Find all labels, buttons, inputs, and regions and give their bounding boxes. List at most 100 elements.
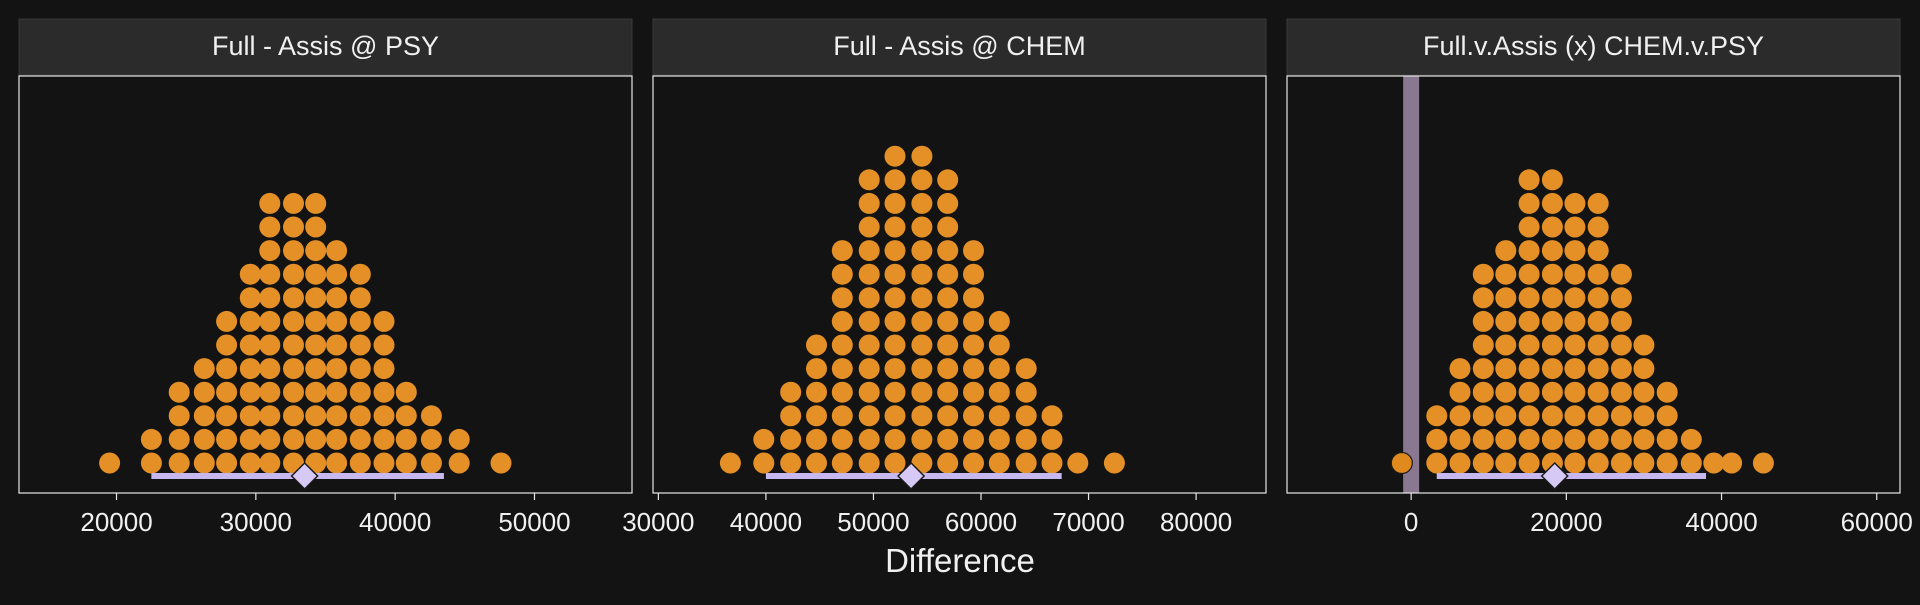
data-dot	[168, 381, 190, 403]
data-dot	[937, 169, 959, 191]
data-dot	[259, 334, 281, 356]
data-dot	[963, 381, 984, 403]
data-dot	[420, 428, 442, 450]
facet-panel: Full - Assis @ CHEM 30000 40000 50000 60000 7…	[622, 18, 1267, 537]
data-dot	[1449, 405, 1471, 427]
data-dot	[988, 334, 1010, 356]
data-dot	[349, 263, 371, 285]
x-tick-label: 50000	[498, 507, 570, 537]
data-dot	[1518, 240, 1540, 262]
data-dot	[831, 405, 853, 427]
data-dot	[1541, 240, 1563, 262]
data-dot	[831, 334, 853, 356]
data-dot	[911, 358, 933, 380]
data-dot	[858, 240, 880, 262]
x-tick-label: 60000	[1841, 507, 1913, 537]
data-dot	[1564, 310, 1586, 332]
facet-panel: Full.v.Assis (x) CHEM.v.PSY 0 20000 40000 60…	[1286, 18, 1913, 537]
data-dot	[1541, 428, 1563, 450]
data-dot	[963, 405, 984, 427]
data-dot	[1449, 452, 1471, 474]
data-dot	[937, 428, 959, 450]
data-dot	[1103, 452, 1125, 474]
data-dot	[1518, 405, 1540, 427]
data-dot	[216, 358, 238, 380]
data-dot	[1541, 192, 1563, 214]
data-dot	[1426, 452, 1448, 474]
data-dot	[1495, 381, 1517, 403]
data-dot	[911, 240, 933, 262]
data-dot	[305, 263, 327, 285]
data-dot	[1703, 452, 1725, 474]
facet-strip	[652, 18, 1267, 76]
data-dot	[140, 428, 162, 450]
data-dot	[884, 358, 906, 380]
data-dot	[1518, 263, 1540, 285]
data-dot	[283, 287, 304, 309]
data-dot	[216, 452, 238, 474]
data-dot	[911, 169, 933, 191]
data-dot	[259, 263, 281, 285]
data-dot	[806, 405, 827, 427]
data-dot	[326, 428, 348, 450]
data-dot	[326, 287, 348, 309]
data-dot	[1518, 192, 1540, 214]
data-dot	[858, 358, 880, 380]
data-dot	[349, 428, 371, 450]
data-dot	[1610, 381, 1632, 403]
data-dot	[1564, 358, 1586, 380]
data-dot	[963, 452, 984, 474]
data-dot	[884, 452, 906, 474]
data-dot	[719, 452, 741, 474]
data-dot	[283, 216, 304, 238]
data-dot	[1518, 358, 1540, 380]
data-dot	[1587, 287, 1609, 309]
data-dot	[326, 358, 348, 380]
data-dot	[373, 381, 395, 403]
data-dot	[239, 310, 261, 332]
data-dot	[963, 428, 984, 450]
data-dot	[1680, 428, 1702, 450]
data-dot	[831, 287, 853, 309]
data-dot	[1495, 428, 1517, 450]
data-dot	[259, 452, 281, 474]
data-dot	[1564, 428, 1586, 450]
data-dot	[1656, 452, 1678, 474]
data-dot	[831, 452, 853, 474]
data-dot	[806, 334, 827, 356]
data-dot	[753, 452, 775, 474]
data-dot	[326, 310, 348, 332]
x-tick-label: 20000	[80, 507, 152, 537]
data-dot	[780, 452, 802, 474]
data-dot	[884, 169, 906, 191]
data-dot	[305, 287, 327, 309]
data-dot	[1518, 216, 1540, 238]
data-dot	[305, 358, 327, 380]
data-dot	[937, 405, 959, 427]
data-dot	[259, 405, 281, 427]
data-dot	[1472, 334, 1494, 356]
data-dot	[884, 240, 906, 262]
data-dot	[858, 381, 880, 403]
data-dot	[283, 263, 304, 285]
data-dot	[1541, 358, 1563, 380]
data-dot	[963, 358, 984, 380]
data-dot	[1564, 263, 1586, 285]
data-dot	[420, 405, 442, 427]
data-dot	[988, 428, 1010, 450]
data-dot	[858, 405, 880, 427]
data-dot	[937, 192, 959, 214]
data-dot	[1656, 381, 1678, 403]
facet-title: Full - Assis @ PSY	[212, 31, 439, 61]
data-dot	[1472, 310, 1494, 332]
data-dot	[326, 240, 348, 262]
data-dot	[305, 428, 327, 450]
data-dot	[349, 452, 371, 474]
data-dot	[1564, 192, 1586, 214]
data-dot	[1015, 358, 1037, 380]
data-dot	[1564, 381, 1586, 403]
data-dot	[831, 263, 853, 285]
data-dot	[1518, 169, 1540, 191]
data-dot	[963, 287, 984, 309]
